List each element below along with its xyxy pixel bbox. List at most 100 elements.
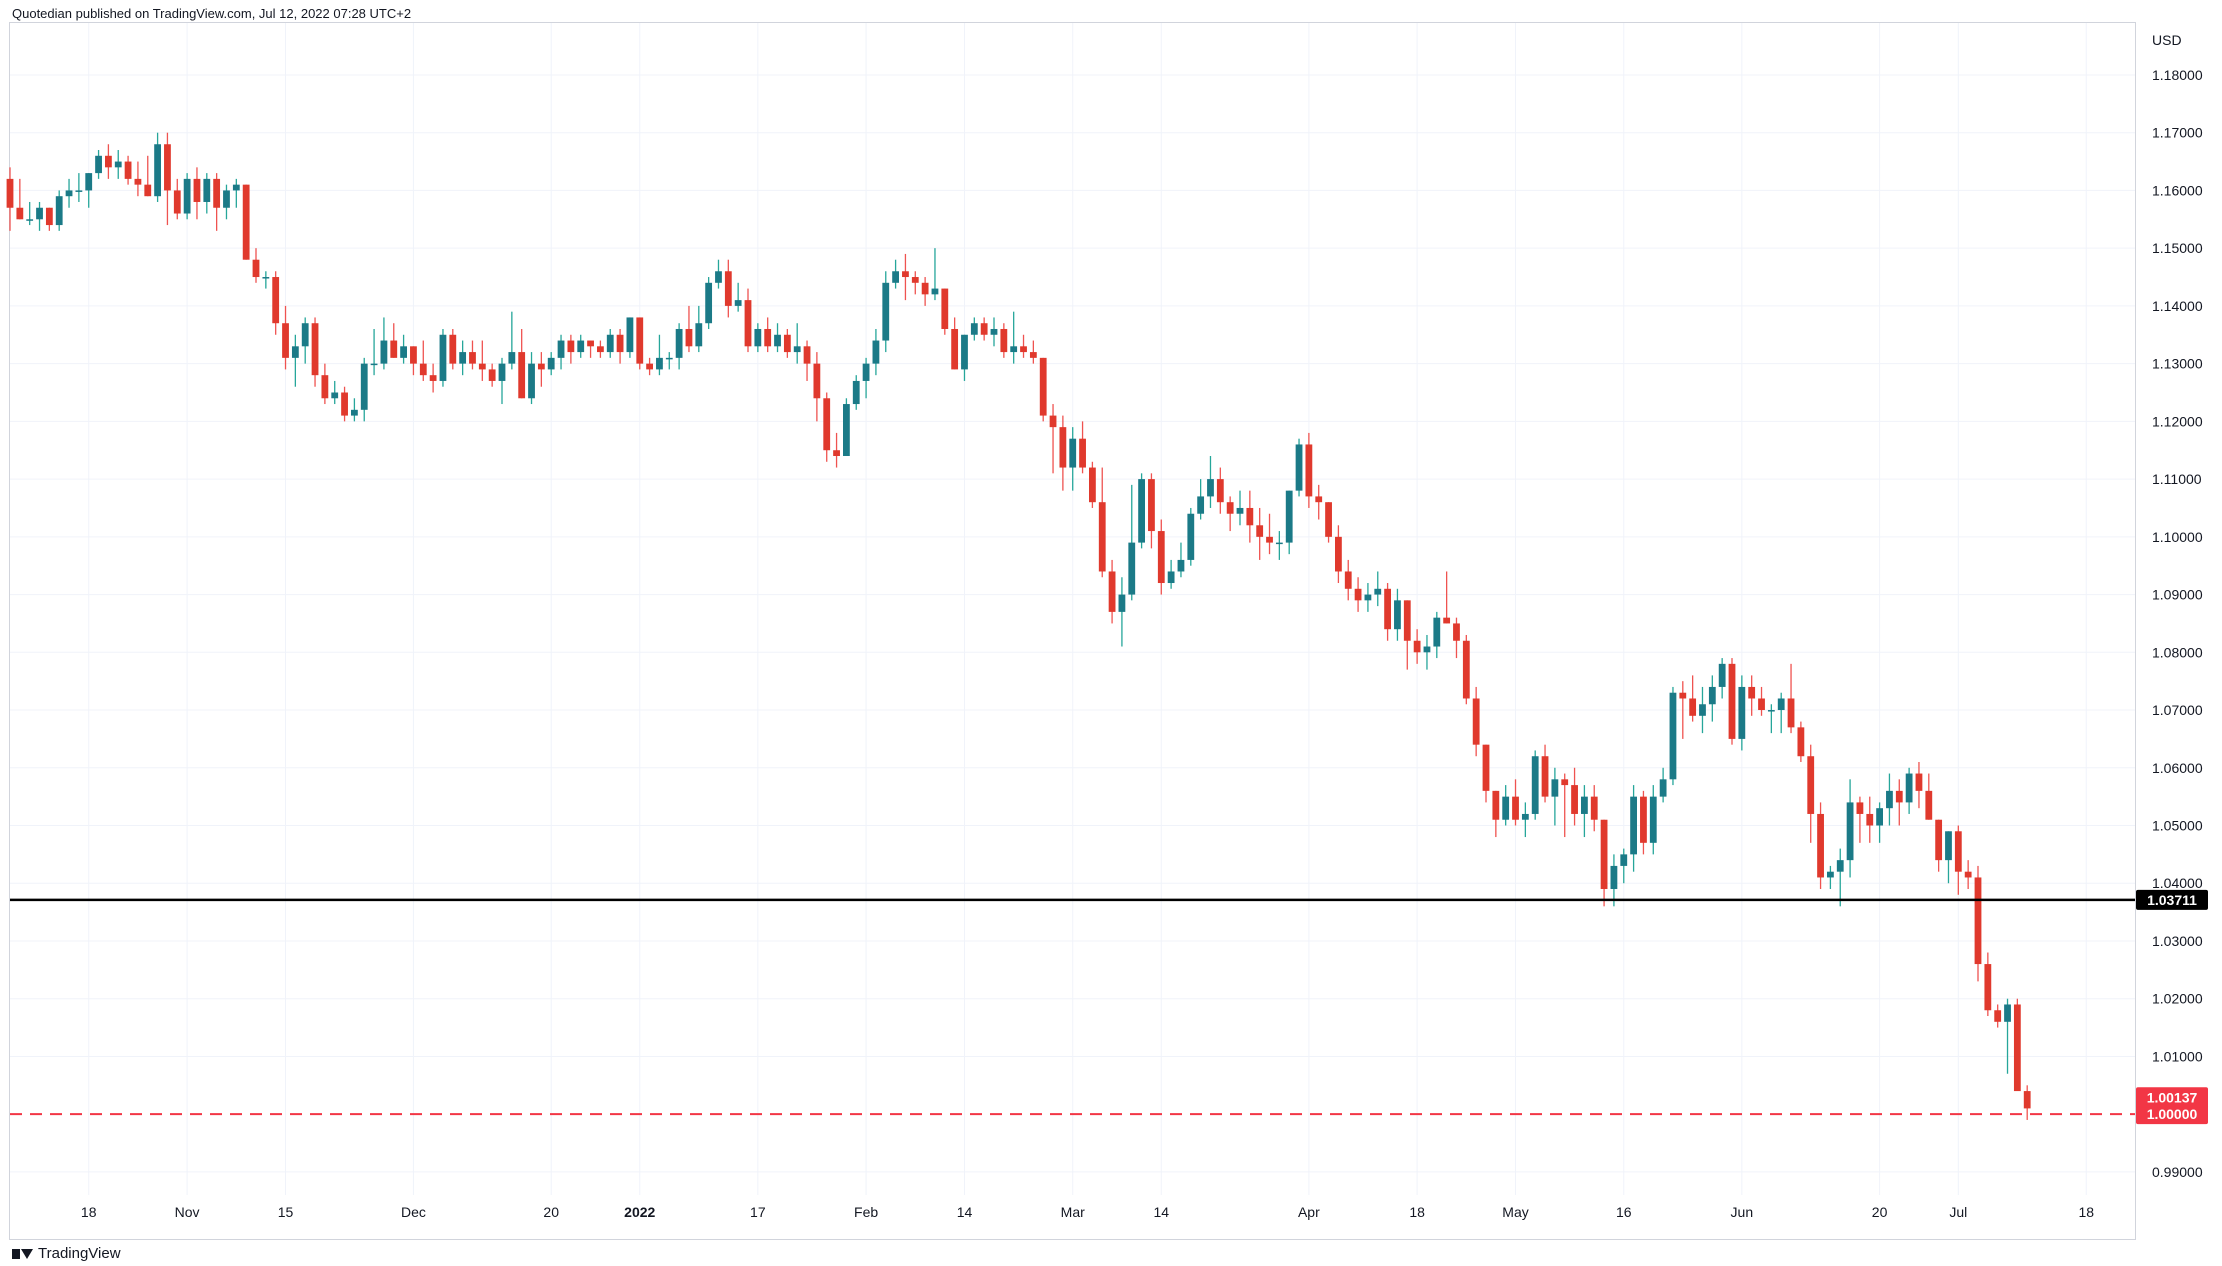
candle-up[interactable] (548, 352, 555, 375)
candle-up[interactable] (991, 317, 998, 346)
candle-up[interactable] (1945, 831, 1952, 883)
candle-down[interactable] (636, 317, 643, 369)
candle-down[interactable] (902, 254, 909, 300)
candle-up[interactable] (666, 352, 673, 369)
candle-up[interactable] (1168, 560, 1175, 589)
candle-down[interactable] (567, 335, 574, 364)
candle-up[interactable] (1197, 479, 1204, 519)
candle-down[interactable] (1689, 675, 1696, 721)
candle-up[interactable] (1532, 750, 1539, 819)
candle-down[interactable] (764, 317, 771, 352)
candle-up[interactable] (1374, 571, 1381, 606)
candle-up[interactable] (1837, 849, 1844, 907)
candle-up[interactable] (262, 271, 269, 288)
candle-up[interactable] (932, 248, 939, 300)
candle-up[interactable] (754, 323, 761, 352)
candle-down[interactable] (823, 392, 830, 461)
candle-up[interactable] (1630, 785, 1637, 872)
candle-up[interactable] (1119, 577, 1126, 646)
candle-up[interactable] (882, 271, 889, 352)
candle-up[interactable] (36, 202, 43, 231)
candle-down[interactable] (213, 173, 220, 231)
candle-up[interactable] (558, 335, 565, 370)
candle-down[interactable] (1217, 468, 1224, 514)
candle-up[interactable] (1296, 439, 1303, 497)
candle-up[interactable] (843, 398, 850, 456)
candle-up[interactable] (1906, 768, 1913, 814)
candle-down[interactable] (341, 387, 348, 422)
candle-down[interactable] (1414, 629, 1421, 664)
candle-up[interactable] (292, 335, 299, 387)
candle-up[interactable] (95, 150, 102, 179)
candle-up[interactable] (351, 398, 358, 421)
candle-down[interactable] (1266, 514, 1273, 554)
candle-down[interactable] (725, 260, 732, 318)
candle-down[interactable] (1542, 745, 1549, 803)
candle-down[interactable] (1965, 860, 1972, 889)
candle-down[interactable] (538, 352, 545, 387)
candle-up[interactable] (508, 312, 515, 370)
candle-down[interactable] (1158, 520, 1165, 595)
candle-down[interactable] (449, 329, 456, 369)
candle-up[interactable] (184, 173, 191, 219)
candle-down[interactable] (951, 317, 958, 369)
candle-down[interactable] (1561, 774, 1568, 838)
candle-down[interactable] (1975, 866, 1982, 981)
candle-down[interactable] (16, 179, 23, 219)
candle-up[interactable] (1237, 491, 1244, 526)
candle-up[interactable] (1620, 849, 1627, 884)
candle-up[interactable] (1886, 774, 1893, 826)
candle-down[interactable] (1099, 468, 1106, 578)
candle-down[interactable] (1866, 797, 1873, 843)
candle-down[interactable] (833, 433, 840, 468)
candle-down[interactable] (1601, 820, 1608, 907)
candle-down[interactable] (1404, 600, 1411, 669)
candle-up[interactable] (1178, 543, 1185, 578)
candle-down[interactable] (1463, 635, 1470, 704)
candle-down[interactable] (518, 329, 525, 398)
candle-down[interactable] (194, 167, 201, 219)
candle-up[interactable] (1207, 456, 1214, 508)
candle-down[interactable] (1315, 485, 1322, 520)
candle-down[interactable] (430, 364, 437, 393)
candle-up[interactable] (302, 317, 309, 363)
candle-down[interactable] (7, 167, 14, 231)
candle-down[interactable] (2014, 999, 2021, 1091)
candle-down[interactable] (1040, 358, 1047, 422)
candle-up[interactable] (459, 341, 466, 376)
candle-down[interactable] (1050, 404, 1057, 473)
candle-up[interactable] (203, 173, 210, 213)
candle-up[interactable] (1069, 427, 1076, 491)
candle-down[interactable] (784, 329, 791, 358)
candle-down[interactable] (1384, 583, 1391, 641)
candle-down[interactable] (1325, 502, 1332, 542)
candle-down[interactable] (686, 306, 693, 352)
candle-up[interactable] (499, 358, 506, 404)
candle-down[interactable] (745, 289, 752, 353)
candle-up[interactable] (56, 190, 63, 230)
candle-up[interactable] (1778, 693, 1785, 733)
candle-up[interactable] (85, 173, 92, 208)
candle-down[interactable] (105, 144, 112, 179)
candle-down[interactable] (174, 179, 181, 219)
candle-up[interactable] (440, 329, 447, 387)
candle-down[interactable] (253, 248, 260, 283)
candle-down[interactable] (646, 358, 653, 375)
candle-up[interactable] (961, 335, 968, 381)
candle-up[interactable] (1581, 785, 1588, 837)
candle-down[interactable] (1758, 687, 1765, 716)
candle-up[interactable] (774, 323, 781, 352)
candle-up[interactable] (1365, 583, 1372, 612)
candle-up[interactable] (1187, 508, 1194, 566)
candle-up[interactable] (1138, 473, 1145, 548)
candle-up[interactable] (1827, 866, 1834, 889)
candle-down[interactable] (617, 329, 624, 364)
candle-up[interactable] (627, 317, 634, 357)
candle-down[interactable] (1305, 433, 1312, 508)
candle-up[interactable] (331, 381, 338, 404)
candle-down[interactable] (1000, 323, 1007, 358)
candle-up[interactable] (873, 329, 880, 375)
candle-down[interactable] (1335, 525, 1342, 583)
candle-down[interactable] (1473, 687, 1480, 756)
candle-down[interactable] (479, 341, 486, 381)
